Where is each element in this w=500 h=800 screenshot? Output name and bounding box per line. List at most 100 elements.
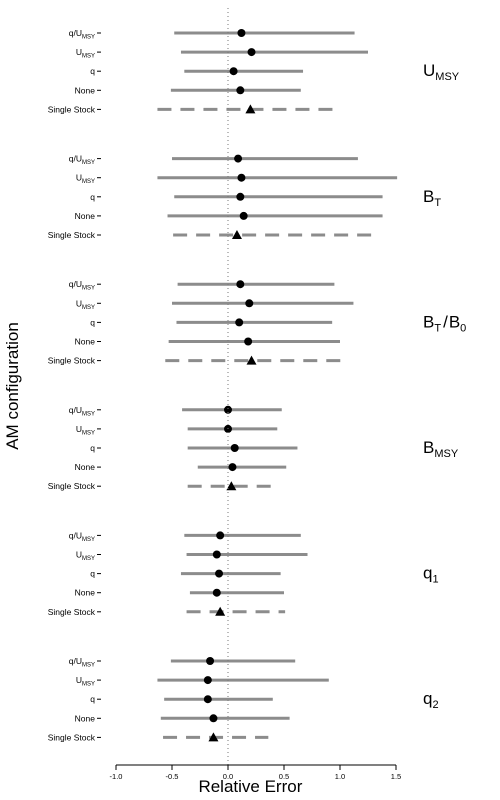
row-label: Single Stock [48,356,96,366]
row-label: Single Stock [48,230,96,240]
point-estimate [212,588,221,597]
row-label-text: q [90,66,95,76]
row-label-text: None [75,211,96,221]
point-estimate [203,695,212,704]
point-estimate [237,173,246,182]
row-label-text: q [90,192,95,202]
am-config-row: None [75,211,383,221]
point-estimate [235,318,244,327]
row-label: q/UMSY [69,279,95,292]
panel-title-param: q [423,689,432,708]
x-tick-label: -0.5 [166,772,179,781]
row-label: None [75,713,96,723]
row-label-text: q/U [69,279,82,289]
am-config-row: q [90,66,304,76]
am-config-row: q [90,694,273,704]
row-label-text: q/U [69,530,82,540]
single-stock-row: Single Stock [48,732,269,742]
row-label-subscript: MSY [82,179,95,185]
row-label: q [90,66,95,76]
row-label: q/UMSY [69,28,95,41]
point-estimate [228,463,237,472]
row-label: UMSY [76,173,95,186]
am-config-row: UMSY [76,675,329,688]
panel-title: BMSY [423,438,459,460]
panel-title-subscript: 1 [432,574,438,586]
row-label-text: q/U [69,154,82,164]
row-label-subscript: MSY [82,160,95,166]
am-config-row: UMSY [76,424,278,436]
row-label-text: U [76,298,82,308]
point-estimate [247,48,256,57]
am-config-row: UMSY [76,550,308,562]
am-config-row: q/UMSY [69,279,335,292]
x-tick-label: -1.0 [110,772,123,781]
am-config-row: None [75,713,290,723]
row-label-text: U [76,675,82,685]
single-stock-row: Single Stock [48,606,286,617]
panel-title-subscript: MSY [434,448,459,460]
point-estimate [203,676,212,685]
point-estimate [206,657,215,665]
point-estimate [230,444,239,452]
row-label: Single Stock [48,732,96,742]
row-label-subscript: MSY [82,35,95,41]
row-label-text: Single Stock [48,732,96,742]
row-label: None [75,462,96,472]
am-config-row: q/UMSY [69,656,296,669]
single-stock-row: Single Stock [48,481,277,491]
row-label-text: Single Stock [48,607,96,617]
row-label: None [75,211,96,221]
point-estimate [244,337,253,346]
point-estimate [215,569,224,578]
row-label: UMSY [76,675,95,688]
row-label: q [90,192,95,202]
row-label-text: q [90,317,95,327]
panel-title-subscript2: 0 [460,322,466,334]
row-label: q/UMSY [69,154,95,167]
am-config-row: q/UMSY [69,405,282,418]
row-label-subscript: MSY [82,286,95,292]
am-config-row: q [90,317,333,327]
row-label: q/UMSY [69,530,95,543]
am-config-row: q/UMSY [69,28,355,41]
x-tick-label: 1.0 [335,772,345,781]
single-stock-point [245,104,256,114]
am-config-row: None [75,85,301,95]
row-label-text: Single Stock [48,356,96,366]
x-tick-label: 0.0 [223,772,233,781]
point-estimate [216,531,225,540]
row-label-text: U [76,173,82,183]
panel-title-subscript: T [434,197,441,209]
x-tick-label: 0.5 [279,772,289,781]
row-label-text: q [90,694,95,704]
panel-title-subscript: 2 [432,699,438,711]
am-config-row: q [90,569,281,579]
point-estimate [237,29,246,37]
am-config-row: q/UMSY [69,530,301,543]
single-stock-point [231,230,242,239]
am-config-row: None [75,462,287,472]
row-label-subscript: MSY [82,411,95,417]
row-label: q/UMSY [69,405,95,418]
row-label-text: q [90,569,95,579]
row-label-text: None [75,713,96,723]
row-label-text: q/U [69,405,82,415]
single-stock-point [215,606,226,616]
point-estimate [234,154,243,163]
panel-title-subscript: T [434,322,441,334]
row-label-text: None [75,588,96,598]
panel-title: BT/B0 [423,312,466,334]
single-stock-row: Single Stock [48,355,344,366]
row-label-subscript: MSY [82,54,95,60]
panel-title-param2: B [449,312,460,331]
panel-title-param: q [423,564,432,583]
point-estimate [212,550,221,559]
row-label-text: Single Stock [48,104,96,114]
single-stock-point [226,481,237,491]
row-label: q [90,694,95,704]
